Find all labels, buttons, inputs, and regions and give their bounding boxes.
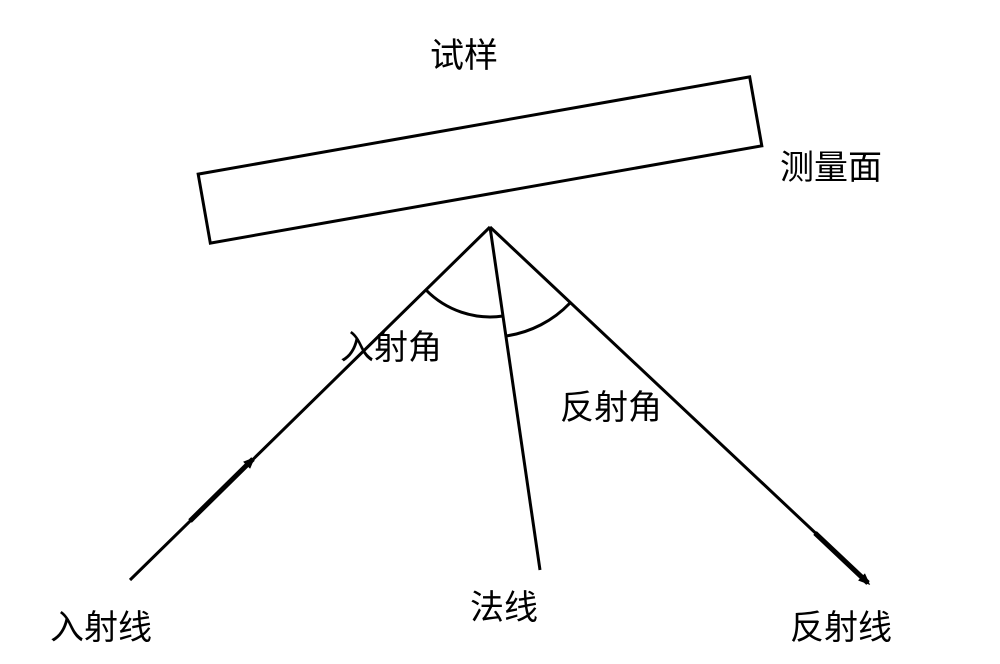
- reflected-arrow-segment: [815, 533, 868, 583]
- sample-label: 试样: [430, 28, 498, 77]
- reflected-ray-line: [490, 227, 858, 573]
- incident-arrow-segment: [190, 459, 253, 521]
- reflected-ray-label: 反射线: [790, 600, 892, 649]
- reflection-diagram: 试样 测量面 入射角 反射角 法线 入射线 反射线: [0, 0, 1000, 664]
- reflection-angle-label: 反射角: [560, 380, 662, 429]
- normal-line: [490, 227, 540, 570]
- sample-rect: [198, 77, 762, 243]
- incident-ray-label: 入射线: [50, 600, 152, 649]
- measurement-surface-label: 测量面: [780, 140, 882, 189]
- diagram-svg: [0, 0, 1000, 664]
- incident-angle-arc: [426, 290, 503, 317]
- incident-angle-label: 入射角: [340, 320, 442, 369]
- reflection-angle-arc: [506, 303, 570, 336]
- incident-ray-line: [130, 227, 490, 580]
- normal-label: 法线: [470, 580, 538, 629]
